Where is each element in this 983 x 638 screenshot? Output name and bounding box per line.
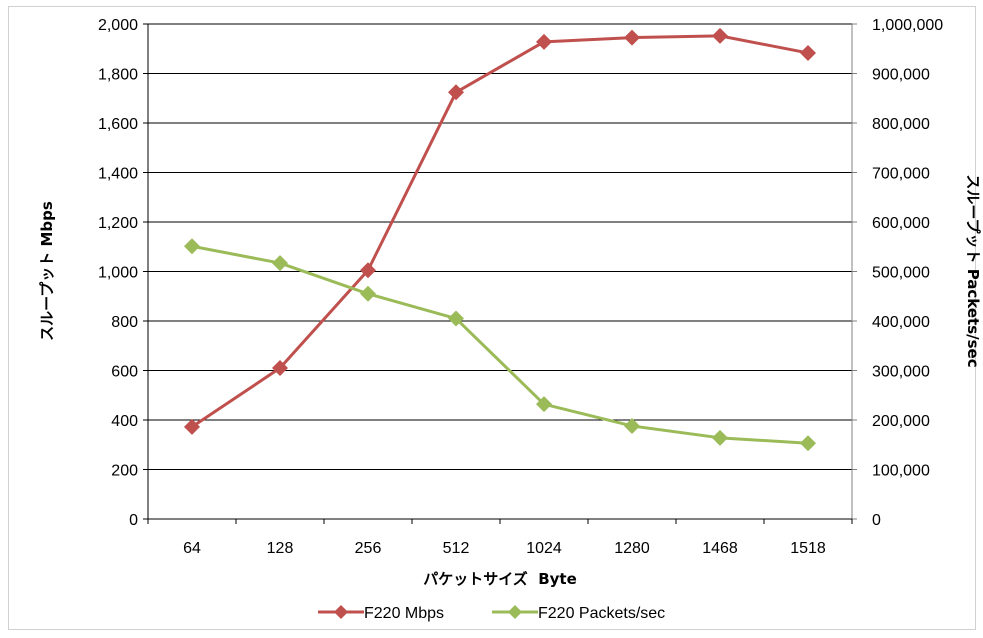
- legend-label: F220 Mbps: [364, 605, 444, 622]
- x-tick-label: 256: [355, 540, 382, 557]
- data-point: [800, 44, 816, 61]
- y2-tick-label: 1,000,000: [872, 17, 943, 34]
- series-2: [184, 238, 816, 452]
- y2-tick-label: 0: [872, 512, 881, 529]
- legend: F220 Mbps F220 Packets/sec: [318, 605, 665, 622]
- y-tick-label: 400: [111, 413, 138, 430]
- series-layer: [184, 27, 816, 452]
- data-point: [272, 360, 288, 377]
- data-point: [624, 29, 640, 46]
- y2-tick-label: 300,000: [872, 364, 930, 381]
- data-point: [448, 310, 464, 327]
- y2-tick-label: 700,000: [872, 166, 930, 183]
- x-tick-label: 64: [183, 540, 201, 557]
- series-line: [191, 34, 809, 429]
- data-point: [624, 417, 640, 434]
- data-point: [536, 33, 552, 50]
- series-1: [184, 27, 816, 435]
- x-tick-label: 1280: [614, 540, 650, 557]
- y-tick-label: 2,000: [98, 17, 138, 34]
- legend-label: F220 Packets/sec: [538, 605, 665, 622]
- data-point: [360, 262, 376, 279]
- data-point: [712, 429, 728, 446]
- x-tick-label: 1024: [526, 540, 562, 557]
- data-point: [800, 435, 816, 452]
- x-tick-label: 1468: [702, 540, 738, 557]
- y-tick-label: 1,200: [98, 215, 138, 232]
- y-tick-label: 1,600: [98, 116, 138, 133]
- x-tick-label: 1518: [790, 540, 826, 557]
- y-tick-label: 1,000: [98, 265, 138, 282]
- legend-item: F220 Mbps: [318, 605, 444, 622]
- left-axis-ticks: 0 200 400 600 800 1,000 1,200 1,400 1,600 1,800 2,…: [98, 17, 138, 529]
- x-axis-ticks: 64 128 256 512 1024 1280 1468 1518: [183, 540, 826, 557]
- x-tick-label: 128: [267, 540, 294, 557]
- x-tick-label: 512: [443, 540, 470, 557]
- y2-tick-label: 100,000: [872, 463, 930, 480]
- y-tick-label: 600: [111, 364, 138, 381]
- y-tick-label: 200: [111, 463, 138, 480]
- data-point: [712, 27, 728, 44]
- gridlines: [148, 23, 852, 470]
- y2-axis-title: スループット Packets/sec: [964, 174, 982, 367]
- legend-marker: [334, 605, 348, 619]
- y2-tick-label: 200,000: [872, 413, 930, 430]
- legend-marker: [508, 605, 522, 619]
- y2-tick-label: 900,000: [872, 67, 930, 84]
- data-point: [448, 84, 464, 101]
- data-point: [272, 255, 288, 272]
- y2-tick-label: 400,000: [872, 314, 930, 331]
- data-point: [360, 285, 376, 302]
- y-tick-label: 1,400: [98, 166, 138, 183]
- y-tick-label: 1,800: [98, 67, 138, 84]
- data-point: [184, 418, 200, 435]
- y-tick-label: 800: [111, 314, 138, 331]
- chart-frame: [8, 6, 976, 630]
- y2-tick-label: 500,000: [872, 265, 930, 282]
- y-axis-title: スループット Mbps: [38, 201, 56, 341]
- y2-tick-label: 600,000: [872, 215, 930, 232]
- y-tick-label: 0: [129, 512, 138, 529]
- right-axis-ticks: 0 100,000 200,000 300,000 400,000 500,000 600,…: [872, 17, 943, 529]
- series-line: [191, 244, 809, 445]
- data-point: [536, 396, 552, 413]
- x-axis-title: パケットサイズ Byte: [423, 570, 577, 588]
- legend-item: F220 Packets/sec: [492, 605, 665, 622]
- y2-tick-label: 800,000: [872, 116, 930, 133]
- data-point: [184, 238, 200, 255]
- axes: [143, 23, 857, 524]
